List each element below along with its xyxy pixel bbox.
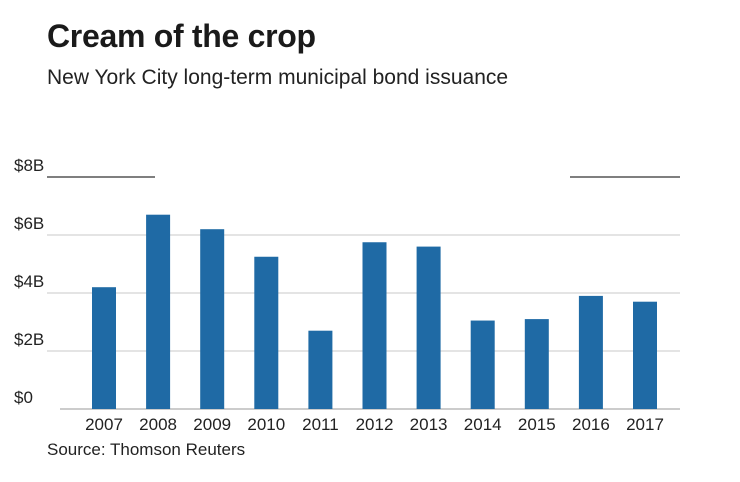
bar-2010 bbox=[254, 256, 279, 409]
bar-2007 bbox=[92, 287, 116, 409]
x-tick-label: 2017 bbox=[626, 415, 664, 434]
bar-2008 bbox=[146, 214, 171, 409]
x-tick-label: 2014 bbox=[464, 415, 502, 434]
x-tick-label: 2013 bbox=[410, 415, 448, 434]
bar-2013 bbox=[416, 246, 441, 409]
x-tick-label: 2016 bbox=[572, 415, 610, 434]
source-note: Source: Thomson Reuters bbox=[47, 440, 246, 459]
bar-2017 bbox=[633, 301, 657, 409]
x-tick-label: 2015 bbox=[518, 415, 556, 434]
x-tick-labels: 2007 2008 2009 2010 2011 2012 2013 2014 2015 2016… bbox=[85, 415, 664, 434]
y-tick-labels: $0 $2B $4B $6B $8B bbox=[14, 156, 44, 407]
bar-2014 bbox=[470, 320, 495, 409]
chart-title: Cream of the crop bbox=[47, 18, 316, 54]
bar-2015 bbox=[524, 319, 549, 409]
x-tick-label: 2010 bbox=[247, 415, 285, 434]
x-tick-label: 2007 bbox=[85, 415, 123, 434]
bar-2009 bbox=[200, 229, 225, 409]
y-tick-label: $8B bbox=[14, 156, 44, 175]
y-tick-label: $0 bbox=[14, 388, 33, 407]
y-tick-label: $4B bbox=[14, 272, 44, 291]
y-tick-label: $2B bbox=[14, 330, 44, 349]
bar-2011 bbox=[308, 330, 333, 409]
x-tick-label: 2012 bbox=[356, 415, 394, 434]
x-tick-label: 2011 bbox=[302, 415, 339, 434]
bar-2016 bbox=[578, 295, 603, 409]
y-tick-label: $6B bbox=[14, 214, 44, 233]
bar-2012 bbox=[362, 242, 387, 409]
chart-subtitle: New York City long-term municipal bond i… bbox=[47, 66, 509, 89]
bars bbox=[92, 214, 657, 409]
x-tick-label: 2008 bbox=[139, 415, 177, 434]
x-tick-label: 2009 bbox=[193, 415, 231, 434]
